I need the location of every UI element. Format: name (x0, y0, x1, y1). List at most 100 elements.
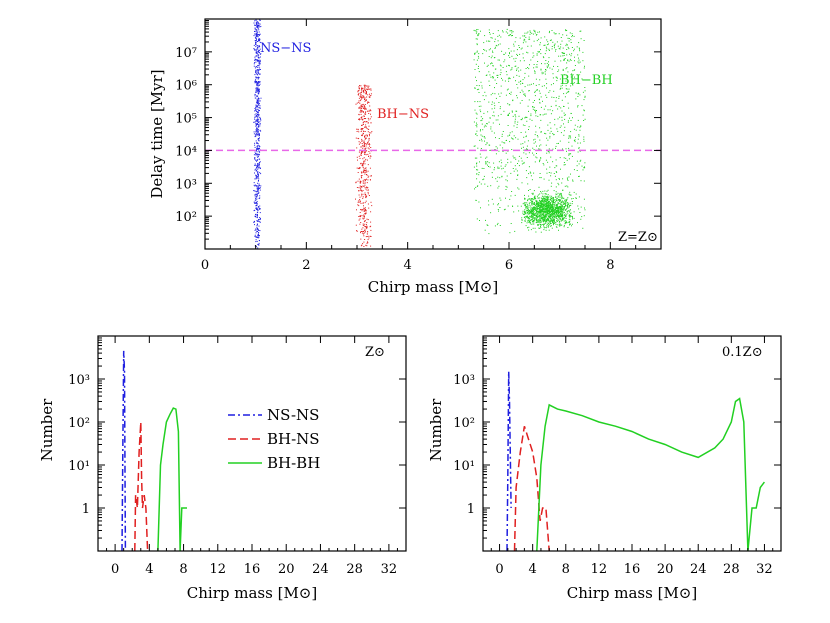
scatter-point-ns-ns (256, 36, 258, 38)
scatter-point-bh-ns (361, 172, 363, 174)
scatter-point-bh-bh (548, 57, 550, 59)
scatter-point-bh-bh (550, 197, 552, 199)
scatter-point-bh-bh (483, 112, 485, 114)
scatter-point-bh-bh (568, 193, 570, 195)
scatter-point-ns-ns (256, 60, 258, 62)
scatter-point-ns-ns (254, 146, 256, 148)
scatter-point-bh-bh (552, 133, 554, 135)
scatter-point-bh-bh (532, 220, 534, 222)
scatter-point-bh-bh (550, 216, 552, 218)
scatter-point-bh-bh (578, 196, 580, 198)
scatter-point-bh-bh (563, 58, 565, 60)
scatter-point-bh-bh (529, 64, 530, 66)
scatter-point-bh-bh (567, 44, 568, 46)
scatter-point-bh-bh (548, 224, 550, 226)
scatter-point-ns-ns (255, 124, 257, 126)
scatter-point-bh-bh (533, 214, 534, 216)
scatter-point-bh-bh (540, 177, 542, 179)
scatter-point-bh-bh (522, 53, 524, 55)
scatter-point-bh-bh (560, 193, 562, 195)
scatter-point-bh-ns (363, 224, 365, 226)
scatter-point-ns-ns (259, 59, 261, 61)
scatter-point-ns-ns (254, 67, 256, 69)
scatter-point-bh-bh (534, 138, 536, 140)
scatter-point-bh-bh (526, 51, 528, 53)
scatter-point-bh-bh (502, 151, 504, 152)
scatter-point-bh-bh (546, 220, 548, 222)
scatter-point-bh-ns (356, 187, 358, 188)
scatter-point-bh-ns (371, 131, 373, 133)
scatter-point-ns-ns (255, 76, 257, 78)
scatter-point-bh-bh (530, 207, 532, 209)
scatter-point-bh-bh (534, 196, 536, 198)
scatter-point-bh-bh (532, 220, 534, 222)
scatter-point-bh-bh (524, 220, 526, 222)
scatter-point-ns-ns (257, 100, 259, 102)
scatter-point-bh-bh (536, 157, 538, 159)
scatter-point-bh-ns (370, 122, 372, 124)
scatter-point-bh-bh (570, 223, 571, 225)
scatter-point-bh-bh (548, 65, 549, 67)
scatter-point-bh-ns (360, 232, 361, 234)
scatter-point-bh-bh (494, 38, 496, 40)
scatter-point-ns-ns (257, 163, 259, 165)
scatter-point-bh-bh (554, 210, 556, 212)
scatter-point-bh-bh (540, 202, 542, 204)
scatter-point-ns-ns (258, 91, 260, 93)
scatter-point-bh-bh (541, 213, 543, 215)
hist-zsun-x-tick-label: 24 (312, 562, 329, 577)
scatter-point-bh-bh (543, 223, 545, 225)
scatter-point-ns-ns (258, 244, 260, 246)
scatter-point-bh-bh (494, 225, 496, 227)
scatter-point-bh-bh (545, 221, 547, 223)
scatter-point-bh-bh (537, 194, 539, 196)
scatter-point-bh-bh (547, 199, 549, 200)
scatter-point-bh-bh (498, 150, 500, 152)
scatter-point-bh-bh (476, 122, 477, 124)
scatter-point-bh-bh (544, 215, 546, 217)
scatter-point-bh-bh (560, 192, 562, 194)
scatter-point-ns-ns (256, 196, 258, 198)
scatter-point-bh-bh (525, 225, 527, 227)
scatter-label-bh-ns: BH−NS (377, 107, 429, 122)
scatter-point-bh-bh (570, 204, 572, 206)
scatter-point-bh-bh (557, 130, 559, 132)
scatter-point-bh-bh (564, 217, 565, 219)
scatter-point-ns-ns (257, 34, 259, 36)
scatter-point-bh-bh (549, 67, 551, 69)
scatter-point-bh-bh (565, 80, 567, 82)
scatter-point-bh-bh (555, 210, 557, 212)
scatter-point-ns-ns (258, 164, 260, 166)
scatter-point-bh-bh (511, 32, 513, 34)
scatter-point-bh-bh (491, 55, 493, 57)
scatter-point-bh-bh (551, 207, 553, 209)
scatter-point-bh-bh (519, 60, 521, 62)
scatter-point-ns-ns (260, 173, 262, 175)
scatter-point-ns-ns (255, 134, 256, 136)
scatter-point-bh-bh (552, 197, 554, 199)
scatter-point-bh-bh (564, 52, 565, 54)
scatter-point-bh-bh (543, 198, 545, 200)
scatter-point-bh-ns (360, 108, 362, 109)
scatter-point-bh-bh (545, 69, 547, 71)
scatter-point-bh-bh (547, 219, 549, 221)
scatter-point-bh-bh (564, 206, 566, 208)
scatter-point-bh-bh (550, 175, 552, 177)
scatter-point-bh-ns (361, 118, 363, 120)
scatter-point-bh-bh (580, 38, 582, 40)
scatter-point-bh-bh (547, 218, 549, 220)
scatter-point-ns-ns (258, 29, 260, 31)
scatter-point-bh-bh (545, 229, 547, 231)
scatter-point-bh-bh (526, 222, 528, 224)
scatter-point-bh-bh (583, 167, 585, 169)
scatter-point-bh-ns (370, 116, 372, 118)
scatter-point-bh-bh (482, 95, 484, 97)
scatter-point-bh-bh (577, 119, 579, 121)
scatter-point-bh-bh (513, 157, 515, 159)
scatter-point-ns-ns (253, 221, 255, 223)
scatter-point-bh-ns (361, 163, 363, 165)
scatter-point-bh-ns (358, 114, 360, 116)
scatter-point-bh-bh (545, 209, 547, 211)
scatter-point-ns-ns (255, 81, 257, 83)
